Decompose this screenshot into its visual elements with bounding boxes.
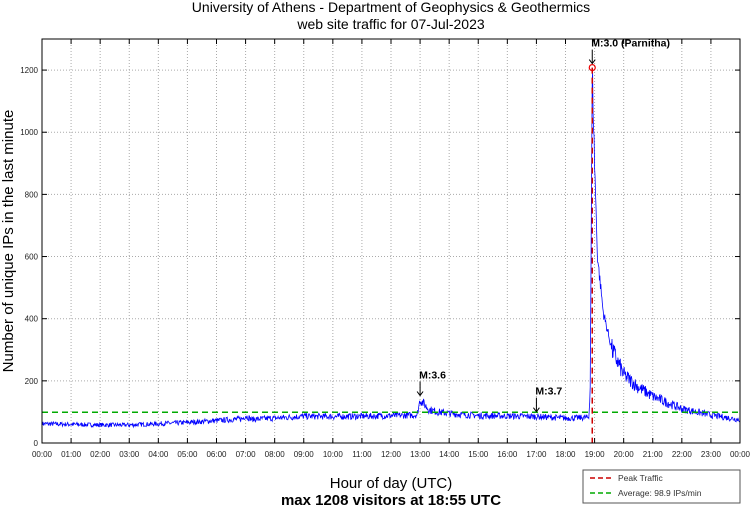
peak-marker bbox=[588, 63, 596, 72]
x-tick-label: 04:00 bbox=[148, 450, 169, 459]
y-tick-label: 200 bbox=[25, 377, 39, 386]
legend: Peak Traffic Average: 98.9 IPs/min bbox=[582, 469, 741, 504]
x-tick-label: 21:00 bbox=[643, 450, 664, 459]
x-tick-label: 14:00 bbox=[439, 450, 460, 459]
x-tick-label: 23:00 bbox=[701, 450, 722, 459]
x-tick-label: 00:00 bbox=[730, 450, 750, 459]
x-tick-label: 07:00 bbox=[236, 450, 257, 459]
y-tick-label: 1000 bbox=[20, 128, 38, 137]
y-axis-label: Number of unique IPs in the last minute bbox=[0, 110, 17, 373]
x-tick-label: 03:00 bbox=[119, 450, 140, 459]
x-tick-label: 18:00 bbox=[555, 450, 576, 459]
x-tick-label: 20:00 bbox=[614, 450, 635, 459]
legend-peak-label: Peak Traffic bbox=[618, 473, 663, 483]
annotation-arrowhead-icon bbox=[588, 59, 596, 65]
annotation-label: M:3.0 (Parnitha) bbox=[591, 38, 670, 50]
x-tick-label: 08:00 bbox=[265, 450, 286, 459]
x-axis-sublabel: max 1208 visitors at 18:55 UTC bbox=[281, 492, 501, 508]
x-tick-label: 01:00 bbox=[61, 450, 82, 459]
x-tick-label: 11:00 bbox=[352, 450, 372, 459]
y-tick-label: 400 bbox=[25, 315, 39, 324]
annotation-label: M:3.7 bbox=[535, 386, 562, 398]
legend-box bbox=[582, 469, 741, 504]
x-tick-label: 12:00 bbox=[381, 450, 402, 459]
x-tick-label: 00:00 bbox=[32, 450, 53, 459]
traffic-series-line bbox=[41, 72, 741, 429]
x-tick-label: 13:00 bbox=[410, 450, 431, 459]
x-tick-label: 09:00 bbox=[294, 450, 315, 459]
chart-subtitle: web site traffic for 07-Jul-2023 bbox=[296, 16, 484, 32]
plot-frame bbox=[41, 38, 741, 444]
x-tick-label: 02:00 bbox=[90, 450, 111, 459]
x-tick-label: 16:00 bbox=[497, 450, 518, 459]
x-axis-label: Hour of day (UTC) bbox=[330, 475, 453, 492]
x-tick-label: 22:00 bbox=[672, 450, 693, 459]
annotation-arrowhead-icon bbox=[416, 391, 424, 397]
y-tick-label: 600 bbox=[25, 253, 39, 262]
legend-average-label: Average: 98.9 IPs/min bbox=[618, 488, 702, 498]
x-tick-label: 17:00 bbox=[526, 450, 547, 459]
annotation-label: M:3.6 bbox=[419, 369, 446, 381]
y-tick-label: 0 bbox=[34, 439, 39, 448]
y-tick-label: 800 bbox=[25, 190, 39, 199]
y-tick-label: 1200 bbox=[20, 66, 38, 75]
chart-title: University of Athens - Department of Geo… bbox=[192, 0, 590, 15]
x-tick-label: 10:00 bbox=[323, 450, 344, 459]
x-tick-label: 06:00 bbox=[206, 450, 227, 459]
x-tick-label: 15:00 bbox=[468, 450, 489, 459]
x-tick-label: 05:00 bbox=[177, 450, 198, 459]
annotation-arrowhead-icon bbox=[533, 407, 540, 413]
x-tick-label: 19:00 bbox=[585, 450, 606, 459]
